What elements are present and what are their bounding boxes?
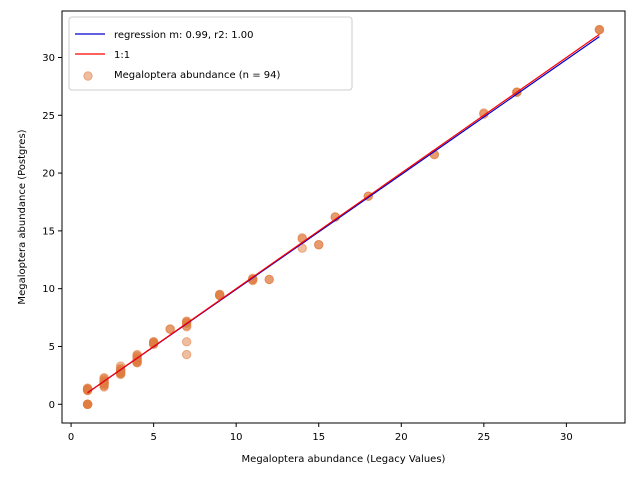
data-point	[82, 399, 93, 409]
data-point	[264, 274, 274, 285]
legend-swatch-scatter	[83, 71, 93, 81]
y-tick-label: 0	[49, 400, 55, 411]
data-point	[181, 337, 192, 347]
x-axis-ticks: 0 5 10 15 20 25 30	[68, 423, 573, 443]
y-tick-label: 10	[42, 284, 55, 295]
axes-border	[61, 10, 626, 424]
data-point	[181, 349, 192, 360]
legend-label-scatter: Megaloptera abundance (n = 94)	[114, 70, 280, 81]
x-axis-label: Megaloptera abundance (Legacy Values)	[242, 454, 446, 465]
one-to-one-line	[87, 33, 600, 394]
data-point	[165, 324, 175, 334]
legend: regression m: 0.99, r2: 1.00 1:1 Megalop…	[68, 16, 353, 91]
y-tick-label: 5	[49, 342, 55, 353]
x-tick-label: 30	[560, 432, 573, 443]
x-tick-label: 20	[395, 432, 408, 443]
legend-label-regression: regression m: 0.99, r2: 1.00	[114, 30, 253, 41]
x-tick-label: 0	[68, 432, 74, 443]
y-axis-ticks: 0 5 10 15 20 25 30	[42, 53, 62, 411]
series-lines	[87, 33, 600, 394]
x-tick-label: 5	[150, 432, 156, 443]
legend-box	[68, 16, 353, 91]
y-tick-label: 15	[42, 226, 55, 237]
data-point	[314, 240, 324, 250]
y-tick-label: 25	[42, 111, 55, 122]
y-tick-label: 20	[42, 169, 55, 180]
y-axis-label: Megaloptera abundance (Postgres)	[17, 129, 28, 304]
data-point	[594, 25, 605, 35]
x-tick-label: 25	[477, 432, 490, 443]
legend-label-one-to-one: 1:1	[114, 50, 130, 61]
x-tick-label: 10	[230, 432, 243, 443]
y-tick-label: 30	[42, 53, 55, 64]
x-tick-label: 15	[312, 432, 325, 443]
axes-spines	[61, 10, 626, 424]
